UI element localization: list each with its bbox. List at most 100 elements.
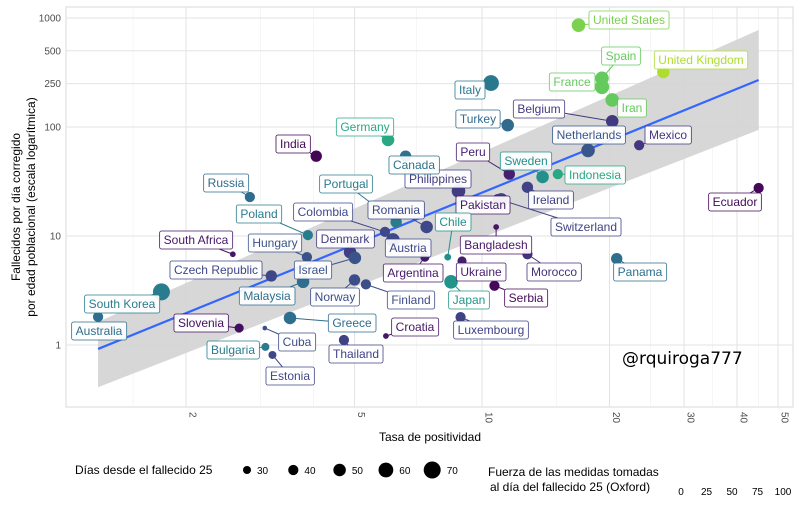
label-morocco: Morocco: [531, 265, 577, 279]
leader-colombia: [350, 220, 386, 233]
label-box-spain: [601, 46, 641, 66]
label-box-peru: [455, 142, 491, 162]
label-box-argentina: [382, 263, 444, 283]
point-italy: [483, 75, 499, 91]
size-legend-label: 30: [257, 466, 269, 477]
label-ecuador: Ecuador: [713, 195, 758, 209]
label-box-serbia: [504, 288, 549, 308]
x-axis-title: Tasa de positividad: [379, 430, 481, 444]
point-bangladesh: [493, 224, 500, 230]
label-peru: Peru: [460, 145, 485, 159]
label-estonia: Estonia: [270, 369, 310, 383]
label-switzerland: Switzerland: [555, 220, 617, 234]
label-box-germany: [335, 117, 395, 137]
point-serbia: [489, 280, 500, 291]
label-box-france: [548, 72, 596, 92]
x-tick-label: 5: [355, 412, 366, 418]
label-india: India: [280, 137, 306, 151]
label-box-ireland: [528, 190, 574, 210]
size-legend-label: 70: [447, 466, 459, 477]
label-united-kingdom: United Kingdom: [658, 53, 743, 67]
size-legend-label: 50: [352, 466, 364, 477]
label-box-south-korea: [84, 294, 161, 314]
label-czech-republic: Czech Republic: [174, 263, 258, 277]
label-poland: Poland: [240, 207, 277, 221]
label-netherlands: Netherlands: [557, 128, 622, 142]
label-finland: Finland: [391, 293, 430, 307]
x-tick-label: 10: [483, 412, 494, 424]
label-bulgaria: Bulgaria: [211, 343, 255, 357]
label-box-ukraine: [455, 262, 507, 282]
point-chile: [444, 253, 452, 261]
label-canada: Canada: [393, 158, 435, 172]
point-belgium: [605, 114, 619, 128]
point-israel: [348, 251, 362, 265]
label-box-ecuador: [708, 192, 762, 212]
point-russia: [244, 191, 255, 203]
point-croatia: [383, 333, 389, 339]
x-axis-ticks: 2 5 10 20 30 40 50: [187, 412, 790, 424]
leader-chile: [447, 230, 453, 258]
label-box-malaysia: [238, 286, 296, 306]
label-box-bulgaria: [206, 340, 260, 360]
point-ireland: [521, 181, 534, 193]
y-axis-title-line1: Fallecidos por día corregido: [9, 133, 23, 281]
label-bangladesh: Bangladesh: [464, 238, 527, 252]
label-box-sweden: [499, 151, 553, 171]
label-united-states: United States: [593, 13, 665, 27]
label-ukraine: Ukraine: [460, 265, 502, 279]
label-box-finland: [386, 290, 436, 310]
label-turkey: Turkey: [460, 112, 496, 126]
label-israel: Israel: [298, 263, 327, 277]
label-box-chile: [434, 212, 472, 232]
label-south-africa: South Africa: [164, 233, 229, 247]
label-box-austria: [384, 238, 432, 258]
label-box-belgium: [512, 99, 566, 119]
size-legend-title: Días desde el fallecido 25: [75, 463, 213, 477]
point-germany: [381, 133, 395, 147]
leader-cuba: [264, 327, 279, 335]
label-malaysia: Malaysia: [243, 289, 291, 303]
y-tick-label: 500: [44, 46, 61, 57]
label-italy: Italy: [459, 83, 481, 97]
label-box-colombia: [293, 202, 354, 222]
point-ecuador: [753, 182, 764, 194]
label-argentina: Argentina: [387, 266, 439, 280]
label-ireland: Ireland: [533, 193, 570, 207]
label-box-israel: [293, 260, 333, 280]
point-sweden: [536, 170, 549, 184]
label-box-luxembourg: [453, 320, 529, 340]
label-colombia: Colombia: [298, 205, 349, 219]
label-box-australia: [71, 321, 128, 341]
trend-line: [97, 78, 760, 350]
label-panama: Panama: [618, 265, 663, 279]
label-box-iran: [617, 98, 647, 118]
size-legend-label: 40: [304, 466, 316, 477]
color-legend-tick: 50: [726, 487, 738, 498]
y-axis-title-line2: por edad poblacional (escala logarítmica…: [24, 97, 38, 316]
point-panama: [611, 252, 623, 265]
label-luxembourg: Luxembourg: [458, 323, 525, 337]
point-poland: [302, 229, 314, 241]
label-thailand: Thailand: [333, 347, 379, 361]
label-iran: Iran: [622, 101, 643, 115]
label-south-korea: South Korea: [89, 297, 156, 311]
y-axis-ticks: 1 10 100 250 500 1000: [39, 14, 62, 352]
label-box-canada: [388, 155, 440, 175]
point-czech-republic: [265, 270, 277, 282]
label-box-morocco: [526, 262, 582, 282]
label-chile: Chile: [439, 215, 467, 229]
label-box-turkey: [455, 109, 501, 129]
label-spain: Spain: [606, 49, 637, 63]
point-colombia: [379, 226, 391, 238]
label-box-hungary: [247, 233, 303, 253]
point-luxembourg: [455, 312, 466, 323]
label-box-estonia: [265, 366, 315, 386]
label-hungary: Hungary: [252, 236, 297, 250]
label-box-thailand: [328, 344, 384, 364]
label-box-india: [275, 134, 311, 154]
point-norway: [348, 274, 361, 286]
x-tick-label: 2: [187, 412, 198, 418]
size-legend-key: [333, 463, 346, 477]
